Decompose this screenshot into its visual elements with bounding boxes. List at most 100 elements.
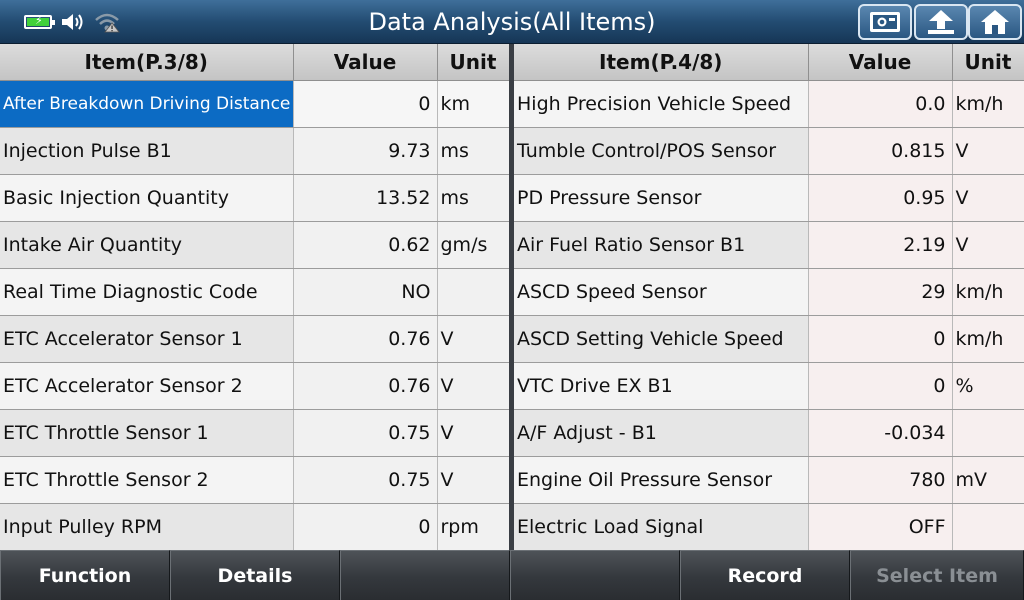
battery-charging-icon: ⚡ xyxy=(24,14,55,29)
left-row-item[interactable]: ETC Accelerator Sensor 2 xyxy=(0,362,294,410)
right-row-value: -0.034 xyxy=(808,409,953,457)
right-value-header: Value xyxy=(808,44,953,81)
right-table-row[interactable]: VTC Drive EX B1 0% xyxy=(514,362,1024,410)
home-icon xyxy=(981,10,1009,34)
left-row-unit: rpm xyxy=(437,503,510,551)
right-row-item[interactable]: Engine Oil Pressure Sensor xyxy=(514,456,809,504)
title-bar: ⚡ Data Analysis(All Items) xyxy=(0,0,1024,44)
left-row-value: 0.75 xyxy=(293,409,438,457)
right-row-value: 0.0 xyxy=(808,80,953,128)
right-row-unit: km/h xyxy=(952,268,1024,316)
empty-button-1[interactable] xyxy=(340,550,510,600)
left-row-unit: ms xyxy=(437,127,510,175)
left-row-item[interactable]: ETC Throttle Sensor 1 xyxy=(0,409,294,457)
left-row-item[interactable]: ETC Accelerator Sensor 1 xyxy=(0,315,294,363)
right-table-row[interactable]: Air Fuel Ratio Sensor B1 2.19 V xyxy=(514,221,1024,269)
wifi-signal-icon xyxy=(95,13,120,33)
right-table-row[interactable]: High Precision Vehicle Speed 0.0 km/h xyxy=(514,80,1024,128)
page-title: Data Analysis(All Items) xyxy=(368,8,656,36)
home-button[interactable] xyxy=(968,4,1022,40)
back-button[interactable] xyxy=(914,4,968,40)
left-row-unit: V xyxy=(437,456,510,504)
left-table-row[interactable]: ETC Accelerator Sensor 1 0.76 V xyxy=(0,315,510,363)
camera-button[interactable] xyxy=(858,4,912,40)
left-row-value: 0.75 xyxy=(293,456,438,504)
left-table-row[interactable]: Real Time Diagnostic Code NO xyxy=(0,268,510,316)
left-row-unit: km xyxy=(437,80,510,128)
right-row-unit: V xyxy=(952,221,1024,269)
left-row-value: 9.73 xyxy=(293,127,438,175)
function-button[interactable]: Function xyxy=(0,550,170,600)
left-row-unit: V xyxy=(437,315,510,363)
left-row-unit: V xyxy=(437,362,510,410)
table-divider xyxy=(509,44,514,550)
left-row-item[interactable]: Basic Injection Quantity xyxy=(0,174,294,222)
left-row-value: NO xyxy=(293,268,438,316)
right-row-value: 2.19 xyxy=(808,221,953,269)
right-row-value: 0.815 xyxy=(808,127,953,175)
right-row-item[interactable]: VTC Drive EX B1 xyxy=(514,362,809,410)
right-table-row[interactable]: Tumble Control/POS Sensor 0.815 V xyxy=(514,127,1024,175)
right-row-item[interactable]: Electric Load Signal xyxy=(514,503,809,551)
right-row-unit xyxy=(952,409,1024,457)
left-row-value: 13.52 xyxy=(293,174,438,222)
left-table-row[interactable]: ETC Throttle Sensor 1 0.75 V xyxy=(0,409,510,457)
right-table-row[interactable]: Engine Oil Pressure Sensor 780 mV xyxy=(514,456,1024,504)
right-row-unit: V xyxy=(952,174,1024,222)
left-row-value: 0 xyxy=(293,503,438,551)
right-table-row[interactable]: A/F Adjust - B1 -0.034 xyxy=(514,409,1024,457)
left-table-row[interactable]: Intake Air Quantity 0.62 gm/s xyxy=(0,221,510,269)
right-table-row[interactable]: ASCD Speed Sensor 29 km/h xyxy=(514,268,1024,316)
left-row-item[interactable]: Input Pulley RPM xyxy=(0,503,294,551)
left-row-value: 0.62 xyxy=(293,221,438,269)
right-row-item[interactable]: ASCD Setting Vehicle Speed xyxy=(514,315,809,363)
left-data-table: Item(P.3/8) Value Unit After Breakdown D… xyxy=(0,44,510,551)
right-unit-header: Unit xyxy=(952,44,1024,81)
bottom-toolbar: Function Details Record Select Item xyxy=(0,550,1024,600)
empty-button-2[interactable] xyxy=(510,550,680,600)
select-item-button[interactable]: Select Item xyxy=(850,550,1024,600)
right-table-row[interactable]: ASCD Setting Vehicle Speed 0 km/h xyxy=(514,315,1024,363)
details-button[interactable]: Details xyxy=(170,550,340,600)
right-row-value: 0 xyxy=(808,362,953,410)
right-row-value: 29 xyxy=(808,268,953,316)
speaker-icon xyxy=(62,14,83,30)
right-row-unit xyxy=(952,503,1024,551)
right-data-table: Item(P.4/8) Value Unit High Precision Ve… xyxy=(514,44,1024,551)
left-table-row[interactable]: Injection Pulse B1 9.73 ms xyxy=(0,127,510,175)
right-row-unit: km/h xyxy=(952,315,1024,363)
camera-icon xyxy=(870,12,900,32)
left-row-item[interactable]: Real Time Diagnostic Code xyxy=(0,268,294,316)
left-table-row[interactable]: After Breakdown Driving Distance 0 km xyxy=(0,80,510,128)
right-row-unit: V xyxy=(952,127,1024,175)
right-row-item[interactable]: PD Pressure Sensor xyxy=(514,174,809,222)
right-table-row[interactable]: Electric Load Signal OFF xyxy=(514,503,1024,551)
right-row-item[interactable]: Air Fuel Ratio Sensor B1 xyxy=(514,221,809,269)
left-table-row[interactable]: Basic Injection Quantity 13.52 ms xyxy=(0,174,510,222)
left-value-header: Value xyxy=(293,44,438,81)
left-row-unit: gm/s xyxy=(437,221,510,269)
data-tables: Item(P.3/8) Value Unit After Breakdown D… xyxy=(0,44,1024,551)
right-row-value: 780 xyxy=(808,456,953,504)
left-row-item[interactable]: Injection Pulse B1 xyxy=(0,127,294,175)
left-row-item[interactable]: ETC Throttle Sensor 2 xyxy=(0,456,294,504)
left-table-row[interactable]: ETC Throttle Sensor 2 0.75 V xyxy=(0,456,510,504)
right-row-item[interactable]: High Precision Vehicle Speed xyxy=(514,80,809,128)
right-row-item[interactable]: Tumble Control/POS Sensor xyxy=(514,127,809,175)
status-icons: ⚡ xyxy=(24,10,120,34)
right-row-value: 0 xyxy=(808,315,953,363)
left-table-row[interactable]: ETC Accelerator Sensor 2 0.76 V xyxy=(0,362,510,410)
left-row-value: 0 xyxy=(293,80,438,128)
right-row-item[interactable]: ASCD Speed Sensor xyxy=(514,268,809,316)
right-row-unit: % xyxy=(952,362,1024,410)
right-row-item[interactable]: A/F Adjust - B1 xyxy=(514,409,809,457)
back-arrow-icon xyxy=(928,10,954,34)
left-unit-header: Unit xyxy=(437,44,510,81)
left-row-item[interactable]: After Breakdown Driving Distance xyxy=(0,80,294,128)
left-row-item[interactable]: Intake Air Quantity xyxy=(0,221,294,269)
left-row-value: 0.76 xyxy=(293,315,438,363)
left-item-header: Item(P.3/8) xyxy=(0,44,294,81)
left-table-row[interactable]: Input Pulley RPM 0 rpm xyxy=(0,503,510,551)
right-table-row[interactable]: PD Pressure Sensor 0.95 V xyxy=(514,174,1024,222)
record-button[interactable]: Record xyxy=(680,550,850,600)
